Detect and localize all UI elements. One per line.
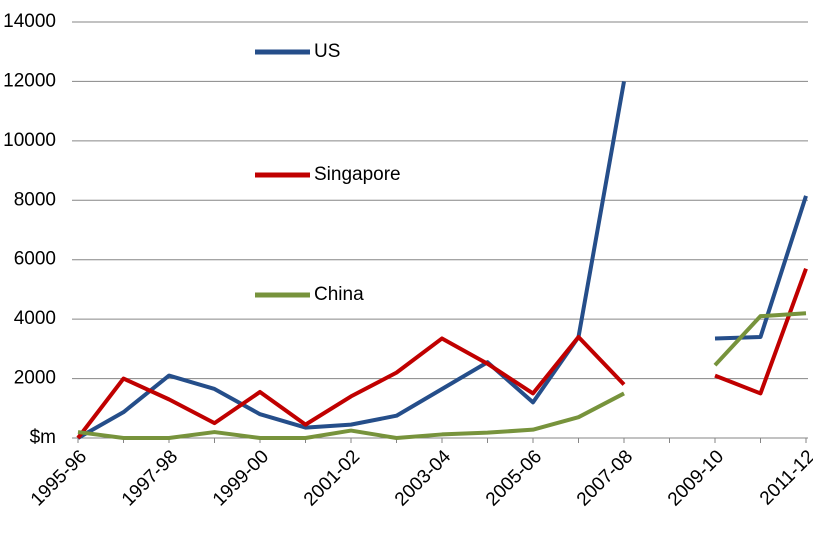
series-line — [714, 267, 808, 396]
y-tick-label: $m — [30, 427, 56, 448]
series-line — [714, 195, 808, 341]
series-line — [76, 334, 626, 440]
series-line — [77, 391, 625, 440]
x-tick-label: 2007-08 — [573, 446, 637, 510]
legend-label: Singapore — [314, 164, 401, 185]
y-tick-label: 10000 — [3, 130, 56, 151]
legend-label: China — [314, 284, 364, 305]
x-tick-label: 2011-12 — [756, 446, 813, 509]
y-tick-label: 6000 — [14, 249, 56, 270]
legend-label: US — [314, 41, 340, 62]
series-line — [713, 311, 807, 367]
x-tick-label: 2005-06 — [482, 446, 546, 510]
y-tick-label: 12000 — [3, 70, 56, 91]
y-tick-label: 8000 — [14, 189, 56, 210]
x-tick-label: 2003-04 — [391, 446, 455, 510]
x-tick-label: 1997-98 — [118, 446, 182, 510]
y-tick-label: 14000 — [3, 11, 56, 32]
x-tick-label: 2001-02 — [300, 446, 364, 510]
x-tick-label: 1999-00 — [209, 446, 273, 510]
y-tick-label: 2000 — [14, 368, 56, 389]
series-line — [77, 81, 626, 440]
y-tick-label: 4000 — [14, 308, 56, 329]
x-tick-label: 2009-10 — [664, 446, 728, 510]
x-tick-label: 1995-96 — [27, 446, 91, 510]
